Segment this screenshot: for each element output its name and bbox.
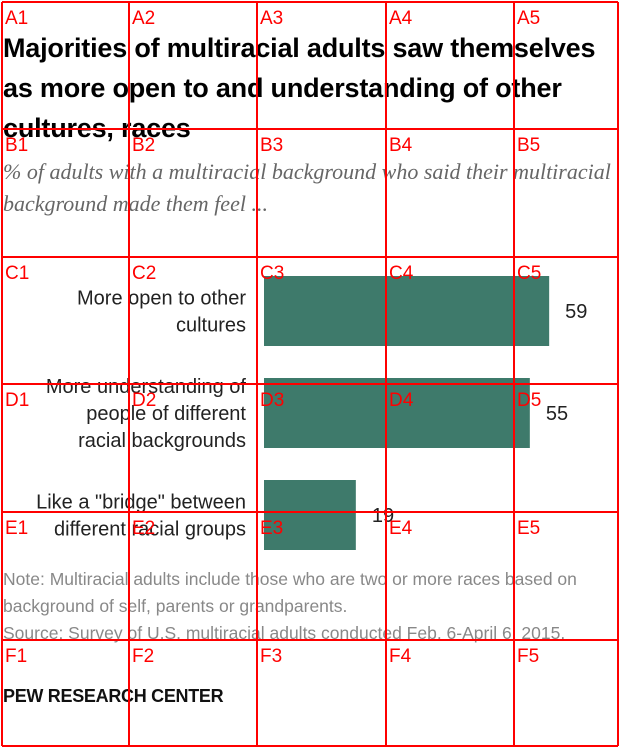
- bar: [264, 276, 550, 346]
- note-text: Note: Multiracial adults include those w…: [3, 569, 577, 616]
- grid-cell-label: F3: [260, 646, 282, 667]
- brand-logo-text: PEW RESEARCH CENTER: [3, 686, 224, 706]
- category-label: More open to other cultures: [77, 288, 246, 337]
- grid-cell-label: F4: [389, 646, 412, 667]
- grid-cell-label: F1: [5, 646, 27, 667]
- grid-cell-label: A1: [5, 8, 28, 29]
- category-label: More understanding of people of different…: [46, 376, 247, 452]
- grid-cell-label: A3: [260, 8, 283, 29]
- bar-value-label: 55: [546, 403, 568, 425]
- bar-value-label: 59: [565, 301, 587, 323]
- chart-subtitle: % of adults with a multiracial backgroun…: [3, 159, 611, 216]
- bar-chart: 59 More open to other cultures 55 More under…: [36, 276, 587, 550]
- grid-cell-label: A2: [132, 8, 155, 29]
- grid-cell-label: A4: [389, 8, 413, 29]
- chart-title: Majorities of multiracial adults saw the…: [3, 33, 596, 143]
- grid-cell-label: A5: [517, 8, 540, 29]
- grid-cell-label: F2: [132, 646, 154, 667]
- bar-value-label: 19: [372, 505, 394, 527]
- bar: [264, 480, 356, 550]
- source-text: Source: Survey of U.S. multiracial adult…: [3, 623, 566, 643]
- notes-block: Note: Multiracial adults include those w…: [3, 566, 615, 647]
- category-label: Like a "bridge" between different racial …: [36, 492, 246, 541]
- bar: [264, 378, 530, 448]
- grid-cell-label: F5: [517, 646, 539, 667]
